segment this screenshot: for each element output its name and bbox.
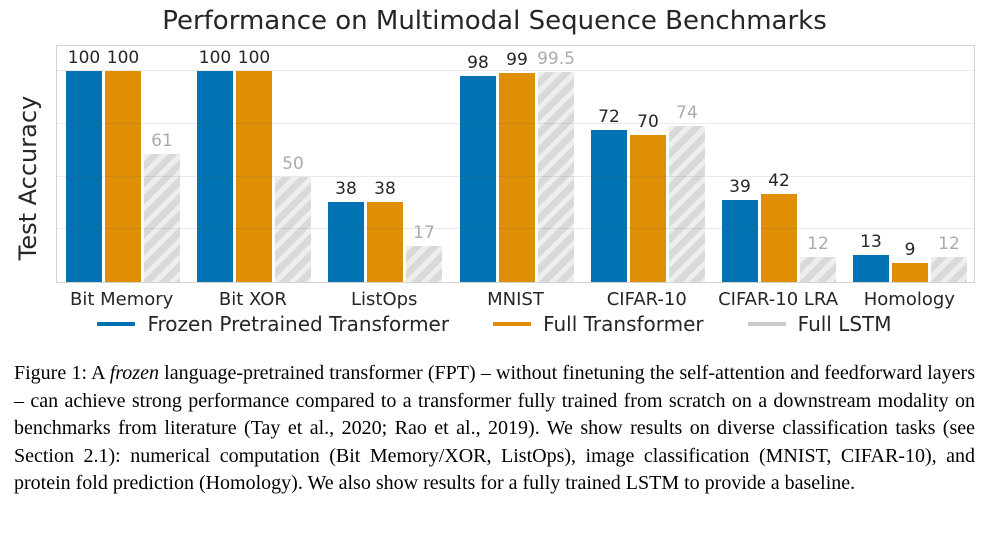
bar-full-lstm-cifar-10-lra <box>800 257 836 282</box>
legend-item-full-transformer: Full Transformer <box>493 312 704 336</box>
bar-value-label: 13 <box>860 232 882 252</box>
bar-full-transformer-bit-xor <box>236 71 272 282</box>
bar-value-label: 12 <box>938 234 960 254</box>
plot-area: 100 100 61 100 100 50 38 38 17 98 99 99.5 72 70 74 39 42… <box>56 45 975 283</box>
x-tick-label-cifar-10-lra: CIFAR-10 LRA <box>718 289 839 310</box>
x-tick-label-bit-memory: Bit Memory <box>69 289 174 310</box>
gridline-50 <box>57 176 974 177</box>
bar-frozen-pretrained-transformer-bit-xor <box>197 71 233 282</box>
bar-value-label: 74 <box>676 103 698 123</box>
bar-value-label: 50 <box>282 154 304 174</box>
bar-value-label: 70 <box>637 112 659 132</box>
caption-body: language-pretrained transformer (FPT) – … <box>14 362 975 494</box>
bar-value-label: 99.5 <box>537 49 575 69</box>
gridline-25 <box>57 228 974 229</box>
legend-swatch <box>97 322 136 326</box>
bar-value-label: 17 <box>413 223 435 243</box>
x-tick-label-bit-xor: Bit XOR <box>218 289 287 310</box>
legend-label: Full LSTM <box>797 312 892 336</box>
bar-frozen-pretrained-transformer-cifar-10-lra <box>722 200 758 282</box>
bar-full-lstm-mnist <box>538 72 574 282</box>
bar-frozen-pretrained-transformer-cifar-10 <box>591 130 627 282</box>
bar-full-transformer-listops <box>367 202 403 282</box>
x-tick-label-listops: ListOps <box>350 289 418 310</box>
legend-item-frozen-pretrained-transformer: Frozen Pretrained Transformer <box>97 312 449 336</box>
bar-value-label: 100 <box>67 48 101 68</box>
x-axis-labels: Bit Memory Bit XOR ListOps MNIST CIFAR-10 CIF… <box>56 289 975 313</box>
bar-value-label: 38 <box>335 179 357 199</box>
bar-frozen-pretrained-transformer-homology <box>853 255 889 282</box>
y-axis-label: Test Accuracy <box>14 95 42 261</box>
bar-full-transformer-homology <box>892 263 928 282</box>
legend-swatch <box>493 322 532 326</box>
bar-full-transformer-bit-memory <box>105 71 141 282</box>
chart-title: Performance on Multimodal Sequence Bench… <box>162 6 827 36</box>
x-tick-label-cifar-10: CIFAR-10 <box>606 289 687 310</box>
legend-item-full-lstm: Full LSTM <box>747 312 892 336</box>
bar-value-label: 38 <box>374 179 396 199</box>
bar-value-label: 99 <box>506 50 528 70</box>
bar-full-lstm-bit-memory <box>144 154 180 282</box>
caption-italic-word: frozen <box>109 362 159 384</box>
bar-value-label: 12 <box>807 234 829 254</box>
bar-full-lstm-listops <box>406 246 442 282</box>
x-tick-label-homology: Homology <box>863 289 955 310</box>
legend-label: Full Transformer <box>543 312 704 336</box>
bar-value-label: 9 <box>904 240 916 260</box>
bar-value-label: 100 <box>198 48 232 68</box>
gridline-100 <box>57 70 974 71</box>
x-tick-label-mnist: MNIST <box>487 289 544 310</box>
bar-value-label: 39 <box>729 177 751 197</box>
legend-swatch <box>747 322 786 326</box>
figure-caption: Figure 1: A frozen language-pretrained t… <box>14 360 975 498</box>
bar-value-label: 100 <box>106 48 140 68</box>
bar-full-transformer-cifar-10 <box>630 135 666 282</box>
bar-full-lstm-bit-xor <box>275 177 311 282</box>
bar-full-transformer-mnist <box>499 73 535 282</box>
bar-full-lstm-cifar-10 <box>669 126 705 282</box>
gridline-75 <box>57 123 974 124</box>
bar-value-label: 100 <box>237 48 271 68</box>
caption-prefix: Figure 1: A <box>14 362 110 384</box>
bar-frozen-pretrained-transformer-listops <box>328 202 364 282</box>
legend: Frozen Pretrained Transformer Full Transf… <box>0 312 989 336</box>
bar-value-label: 72 <box>598 107 620 127</box>
bar-value-label: 98 <box>467 53 489 73</box>
legend-label: Frozen Pretrained Transformer <box>147 312 450 336</box>
bar-frozen-pretrained-transformer-mnist <box>460 76 496 282</box>
bar-value-label: 61 <box>151 131 173 151</box>
bar-full-lstm-homology <box>931 257 967 282</box>
bar-full-transformer-cifar-10-lra <box>761 194 797 282</box>
bar-value-label: 42 <box>768 171 790 191</box>
bar-frozen-pretrained-transformer-bit-memory <box>66 71 102 282</box>
